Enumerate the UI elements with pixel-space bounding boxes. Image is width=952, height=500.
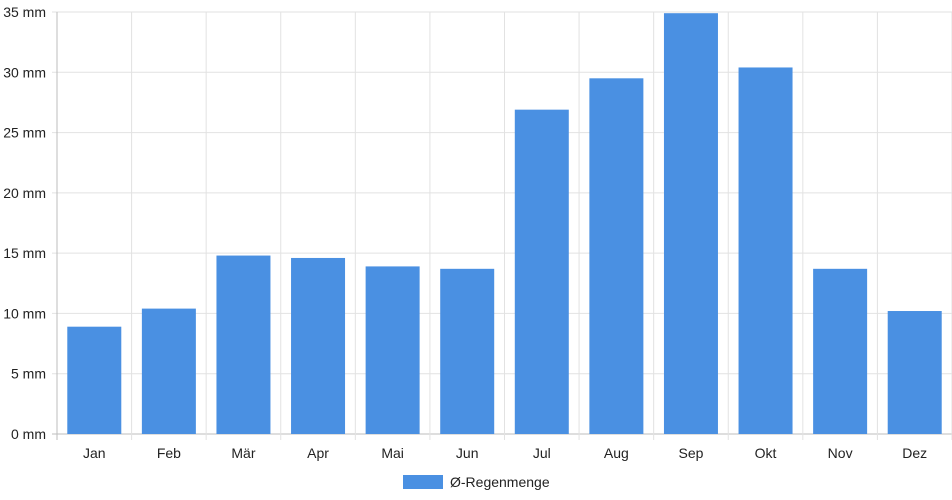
x-tick-label: Aug [604, 445, 629, 461]
bar-jun [440, 268, 495, 434]
x-tick-label: Jan [83, 445, 106, 461]
x-tick-label: Jun [456, 445, 479, 461]
y-tick-label: 0 mm [11, 426, 46, 442]
x-tick-label: Mai [381, 445, 404, 461]
y-tick-label: 5 mm [11, 366, 46, 382]
legend-swatch [403, 475, 443, 489]
bar-apr [291, 257, 346, 434]
y-tick-label: 25 mm [3, 125, 46, 141]
bar-feb [141, 308, 196, 434]
x-tick-label: Okt [755, 445, 777, 461]
x-tick-label: Mär [231, 445, 255, 461]
bar-dez [887, 311, 942, 434]
bar-mär [216, 255, 271, 434]
bar-jan [67, 326, 122, 434]
bar-jul [514, 109, 569, 435]
bar-series [67, 13, 942, 435]
x-tick-label: Nov [828, 445, 853, 461]
bar-okt [738, 67, 793, 434]
x-tick-label: Feb [157, 445, 181, 461]
bar-sep [663, 13, 718, 434]
x-tick-label: Dez [902, 445, 927, 461]
bar-aug [589, 78, 644, 435]
bar-mai [365, 266, 420, 434]
y-tick-label: 20 mm [3, 185, 46, 201]
y-tick-label: 10 mm [3, 305, 46, 321]
legend-label: Ø-Regenmenge [450, 474, 550, 490]
bar-nov [813, 268, 868, 434]
x-tick-label: Jul [533, 445, 551, 461]
axes: 0 mm 5 mm 10 mm 15 mm 20 mm 25 mm 30 mm 35 mm Ja… [3, 4, 927, 461]
y-tick-label: 35 mm [3, 4, 46, 20]
y-tick-label: 15 mm [3, 245, 46, 261]
x-tick-label: Apr [307, 445, 329, 461]
x-tick-label: Sep [678, 445, 703, 461]
legend: Ø-Regenmenge [403, 474, 550, 490]
grid-lines [52, 11, 952, 440]
y-tick-label: 30 mm [3, 64, 46, 80]
